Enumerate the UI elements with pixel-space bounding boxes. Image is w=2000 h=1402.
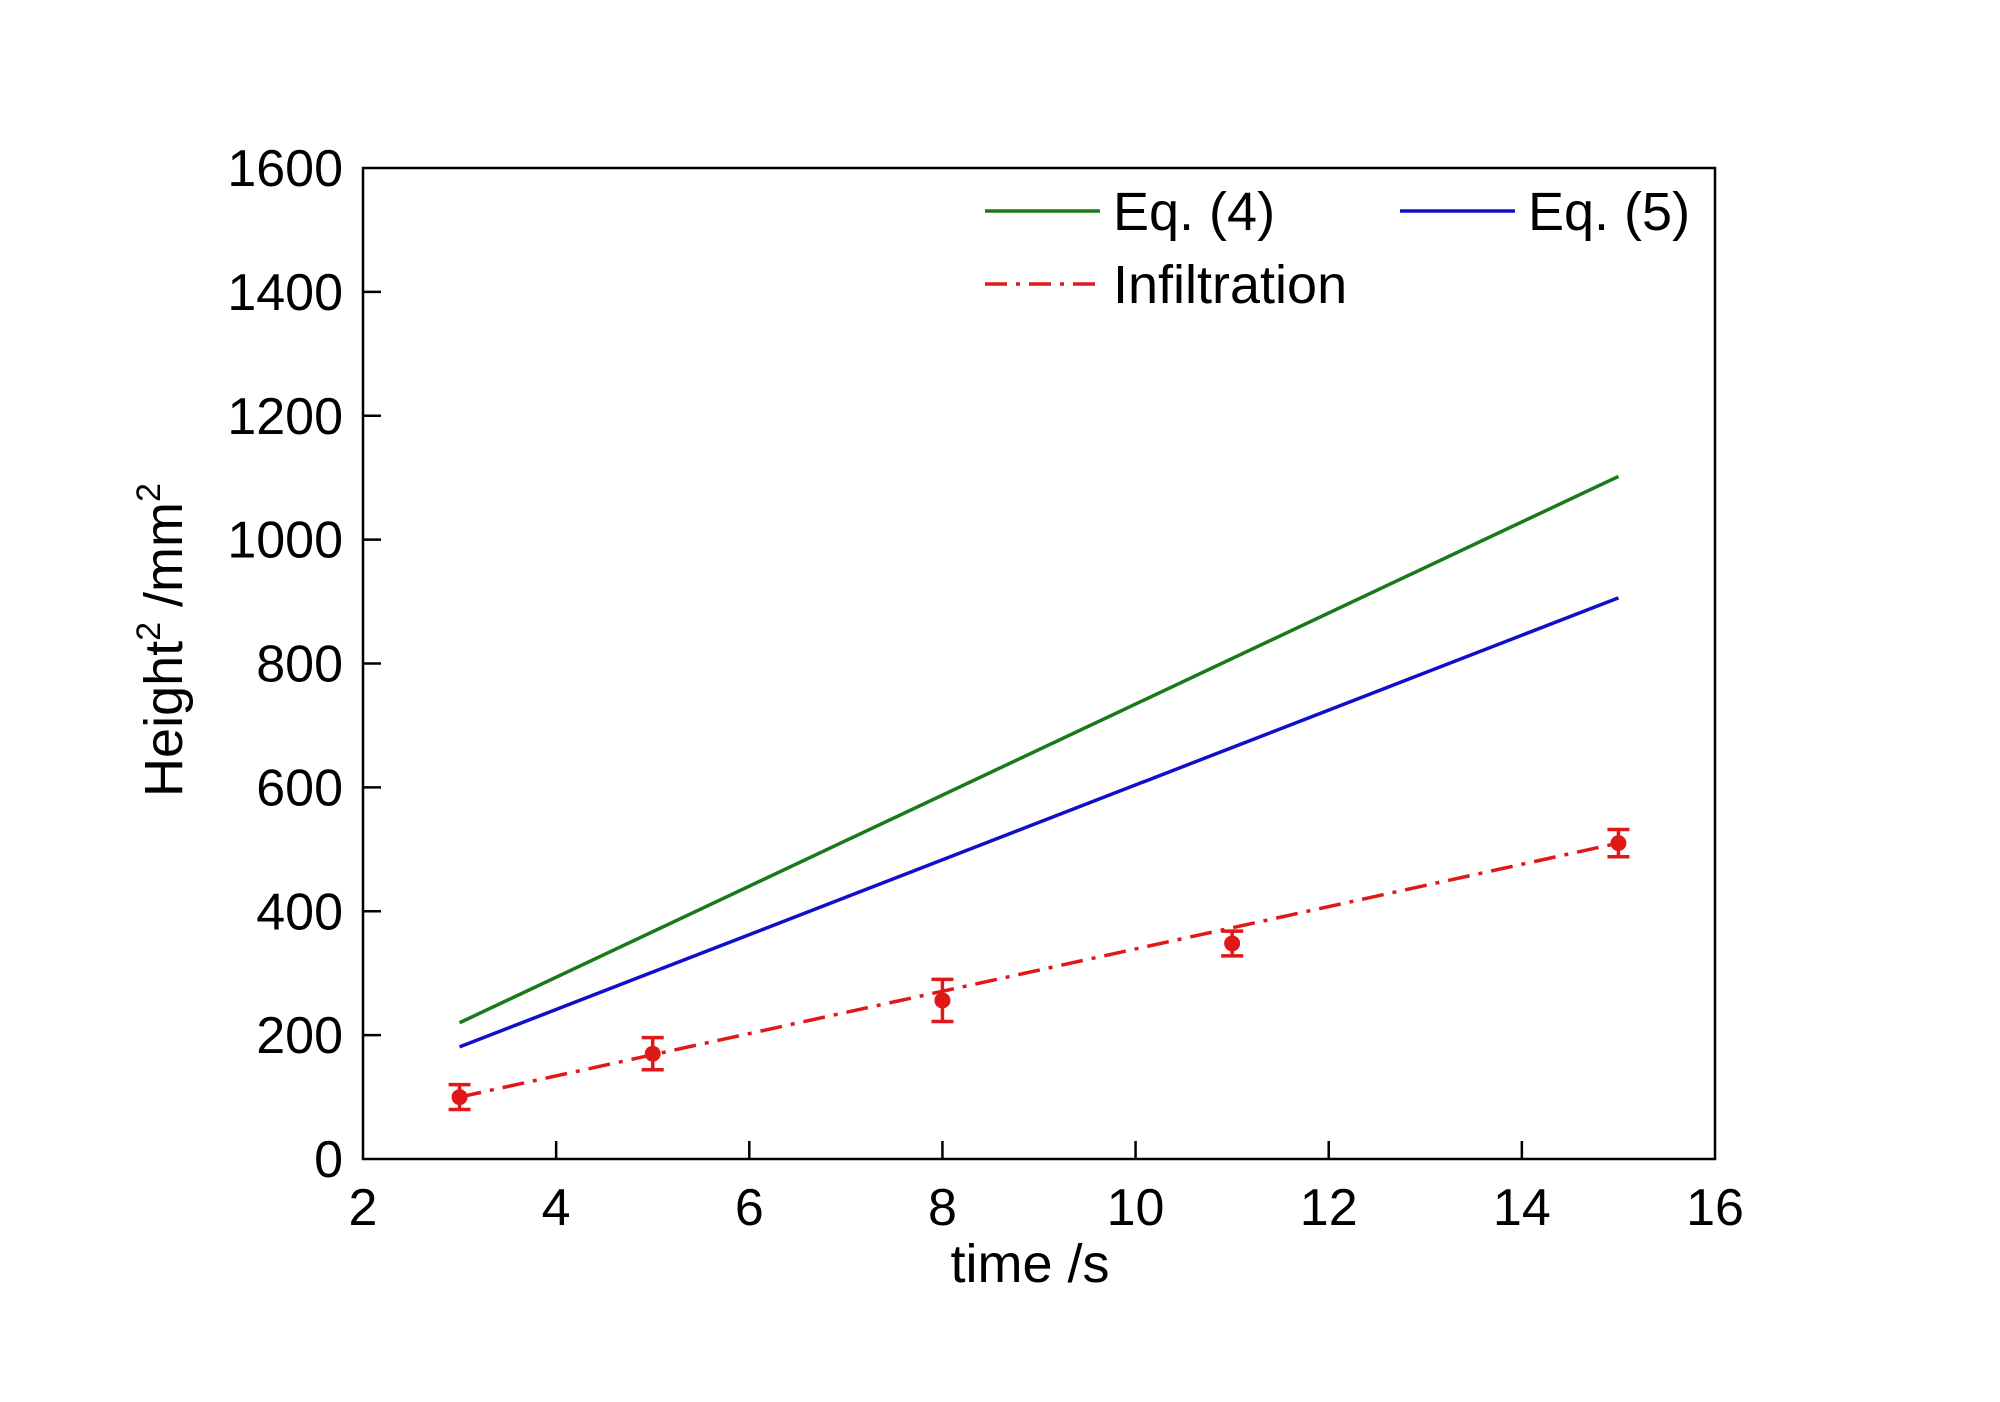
- point-marker: [644, 1045, 661, 1062]
- y-axis-ticks: 0 200 400 600 800 1000 1200 1400 1600: [227, 140, 381, 1189]
- point-marker: [934, 992, 951, 1009]
- data-point: [931, 977, 954, 1024]
- y-tick-label: 1600: [227, 140, 343, 198]
- y-tick-label: 0: [314, 1131, 343, 1189]
- y-tick-label: 200: [256, 1007, 343, 1065]
- y-tick-label: 1400: [227, 264, 343, 322]
- x-tick-label: 12: [1300, 1179, 1358, 1237]
- x-tick-label: 6: [735, 1179, 764, 1237]
- data-point: [448, 1082, 471, 1112]
- y-tick-label: 1000: [227, 512, 343, 570]
- plot-frame: [361, 166, 1717, 1161]
- legend: Eq. (4) Eq. (5) Infiltration: [985, 182, 1690, 315]
- x-tick-label: 8: [928, 1179, 957, 1237]
- series-line-eq4: [458, 474, 1620, 1025]
- plot-area: [448, 474, 1630, 1112]
- legend-label-eq4: Eq. (4): [1113, 182, 1275, 242]
- x-tick-label: 4: [542, 1179, 571, 1237]
- y-axis-label-main: Height: [134, 641, 194, 797]
- point-marker: [451, 1089, 468, 1106]
- y-axis-label-unit: /mm: [134, 502, 194, 622]
- data-point: [641, 1035, 664, 1072]
- data-point: [1607, 827, 1630, 859]
- series-line-eq5: [458, 596, 1620, 1049]
- x-axis-ticks: 2 4 6 8 10 12 14 16: [349, 1141, 1744, 1237]
- x-tick-label: 14: [1493, 1179, 1551, 1237]
- y-tick-label: 600: [256, 759, 343, 817]
- point-marker: [1224, 935, 1241, 952]
- x-axis-label: time /s: [950, 1234, 1109, 1294]
- y-tick-label: 800: [256, 636, 343, 694]
- point-marker: [1610, 835, 1627, 852]
- y-axis-label-sup: 2: [130, 622, 168, 641]
- series-line-infiltration: [459, 841, 1619, 1099]
- x-tick-label: 2: [349, 1179, 378, 1237]
- y-axis-label-unit-sup: 2: [130, 483, 168, 502]
- y-tick-label: 1200: [227, 388, 343, 446]
- legend-label-infiltration: Infiltration: [1113, 255, 1347, 315]
- y-axis-label: Height2 /mm2: [130, 483, 194, 797]
- x-tick-label: 16: [1686, 1179, 1744, 1237]
- y-tick-label: 400: [256, 883, 343, 941]
- x-tick-label: 10: [1107, 1179, 1165, 1237]
- data-point: [1221, 929, 1244, 958]
- legend-label-eq5: Eq. (5): [1528, 182, 1690, 242]
